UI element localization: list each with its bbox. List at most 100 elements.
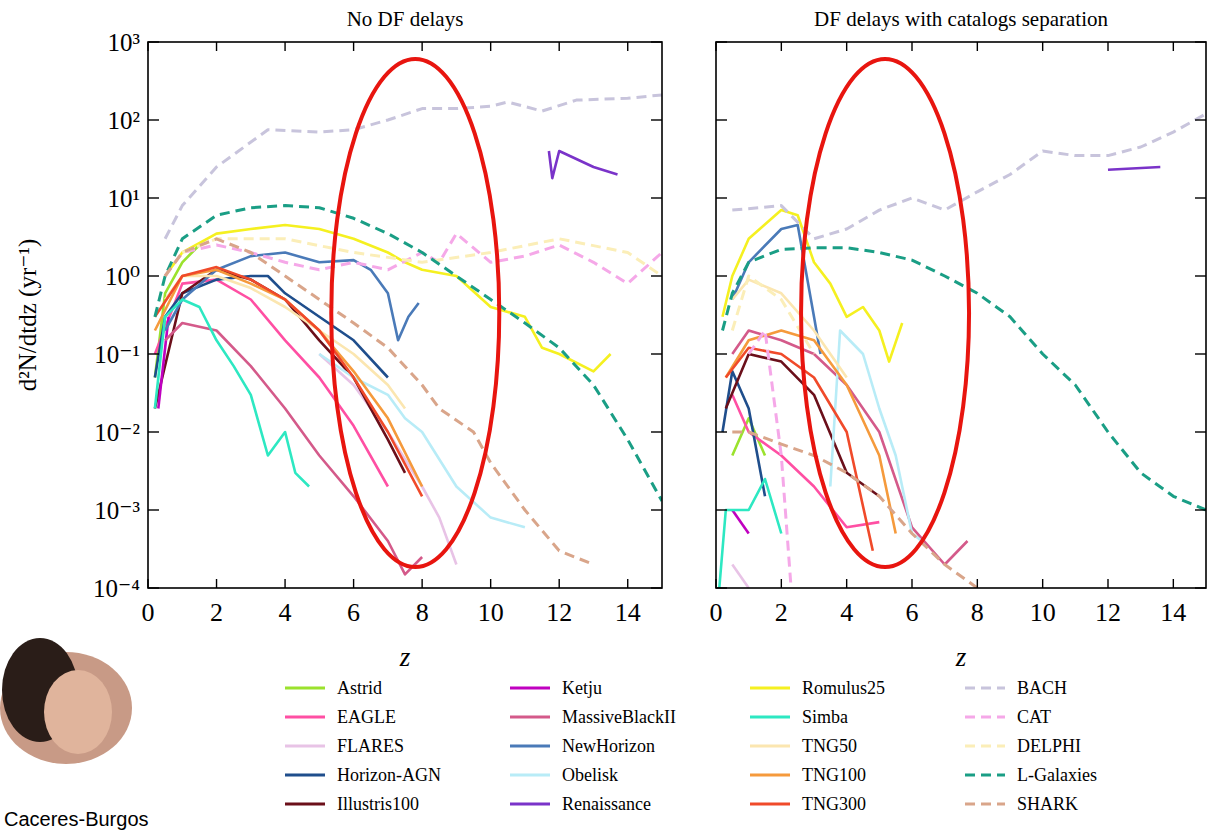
legend-swatch bbox=[510, 686, 550, 689]
legend-swatch bbox=[285, 744, 325, 747]
highlight-ellipse bbox=[801, 59, 969, 567]
legend-label: Renaissance bbox=[562, 794, 651, 814]
series-group bbox=[719, 114, 1206, 588]
y-tick bbox=[651, 587, 662, 588]
x-tick bbox=[353, 42, 354, 51]
x-tick bbox=[1042, 579, 1043, 588]
y-tick-label: 10³ bbox=[108, 29, 141, 56]
x-tick bbox=[1107, 42, 1108, 51]
series-line bbox=[749, 331, 791, 589]
x-tick bbox=[627, 579, 628, 588]
y-tick-label: 10⁻⁴ bbox=[93, 575, 140, 602]
y-tick bbox=[1195, 119, 1206, 120]
x-tick-label: 0 bbox=[710, 598, 723, 627]
series-line bbox=[732, 565, 748, 589]
series-line bbox=[182, 239, 662, 276]
series-group bbox=[155, 95, 662, 574]
y-tick bbox=[651, 431, 662, 432]
y-tick bbox=[716, 431, 727, 432]
x-tick-label: 14 bbox=[615, 598, 641, 627]
series-line bbox=[165, 276, 405, 409]
y-tick bbox=[148, 509, 159, 510]
y-tick bbox=[651, 197, 662, 198]
legend-label: Simba bbox=[802, 707, 848, 727]
x-tick bbox=[421, 42, 422, 51]
y-tick bbox=[1195, 431, 1206, 432]
y-tick bbox=[716, 509, 727, 510]
series-line bbox=[165, 253, 419, 341]
legend-swatch bbox=[750, 686, 790, 689]
series-line bbox=[165, 323, 422, 574]
x-tick bbox=[1107, 579, 1108, 588]
x-tick-label: 8 bbox=[971, 598, 984, 627]
y-tick bbox=[1195, 41, 1206, 42]
series-line bbox=[723, 371, 766, 496]
x-tick bbox=[977, 579, 978, 588]
y-tick bbox=[1195, 353, 1206, 354]
series-line bbox=[155, 267, 422, 496]
x-tick bbox=[216, 579, 217, 588]
legend-label: Horizon-AGN bbox=[337, 765, 441, 785]
x-tick bbox=[490, 42, 491, 51]
series-line bbox=[165, 239, 593, 565]
y-tick bbox=[651, 353, 662, 354]
y-tick bbox=[716, 353, 727, 354]
y-tick bbox=[148, 41, 159, 42]
credit: Caceres-Burgos bbox=[4, 808, 149, 830]
x-tick bbox=[559, 42, 560, 51]
y-tick-label: 10⁰ bbox=[105, 263, 140, 290]
x-tick-label: 0 bbox=[142, 598, 155, 627]
series-line bbox=[732, 418, 765, 455]
series-line bbox=[165, 234, 662, 284]
x-tick bbox=[1173, 42, 1174, 51]
y-tick bbox=[1195, 275, 1206, 276]
series-line bbox=[1108, 167, 1160, 170]
legend-swatch bbox=[965, 802, 1005, 805]
x-tick bbox=[490, 579, 491, 588]
legend-swatch bbox=[285, 715, 325, 718]
x-tick bbox=[977, 42, 978, 51]
y-tick bbox=[148, 587, 159, 588]
legend-label: Illustris100 bbox=[337, 794, 419, 814]
y-tick bbox=[1195, 197, 1206, 198]
x-tick-label: 6 bbox=[347, 598, 360, 627]
x-tick bbox=[559, 579, 560, 588]
x-tick-label: 10 bbox=[1030, 598, 1056, 627]
y-tick bbox=[148, 275, 159, 276]
x-tick bbox=[627, 42, 628, 51]
legend-label: Romulus25 bbox=[802, 678, 885, 698]
x-tick bbox=[781, 42, 782, 51]
plot-frame bbox=[716, 42, 1206, 588]
y-tick bbox=[651, 41, 662, 42]
x-tick bbox=[781, 579, 782, 588]
series-line bbox=[165, 95, 662, 239]
legend-swatch bbox=[965, 686, 1005, 689]
legend-swatch bbox=[965, 715, 1005, 718]
y-tick bbox=[716, 119, 727, 120]
legend-label: Astrid bbox=[337, 678, 382, 698]
y-tick bbox=[716, 41, 727, 42]
y-tick bbox=[716, 275, 727, 276]
legend-label: FLARES bbox=[337, 736, 404, 756]
x-tick bbox=[284, 42, 285, 51]
x-tick bbox=[846, 579, 847, 588]
y-axis-title: d²N/dtdz (yr⁻¹) bbox=[14, 239, 42, 391]
x-tick bbox=[715, 579, 716, 588]
y-tick bbox=[1195, 509, 1206, 510]
legend: AstridEAGLEFLARESHorizon-AGNIllustris100… bbox=[285, 678, 1097, 814]
legend-label: NewHorizon bbox=[562, 736, 655, 756]
series-line bbox=[319, 354, 525, 527]
y-tick bbox=[651, 509, 662, 510]
legend-label: Ketju bbox=[562, 678, 602, 698]
legend-swatch bbox=[965, 773, 1005, 776]
x-tick-label: 2 bbox=[775, 598, 788, 627]
legend-swatch bbox=[510, 744, 550, 747]
x-tick-label: 8 bbox=[416, 598, 429, 627]
y-tick bbox=[148, 197, 159, 198]
y-tick-label: 10² bbox=[108, 107, 141, 134]
y-tick-label: 10⁻³ bbox=[94, 497, 140, 524]
y-tick bbox=[148, 119, 159, 120]
legend-label: DELPHI bbox=[1017, 736, 1081, 756]
y-tick bbox=[1195, 587, 1206, 588]
x-tick-label: 6 bbox=[906, 598, 919, 627]
